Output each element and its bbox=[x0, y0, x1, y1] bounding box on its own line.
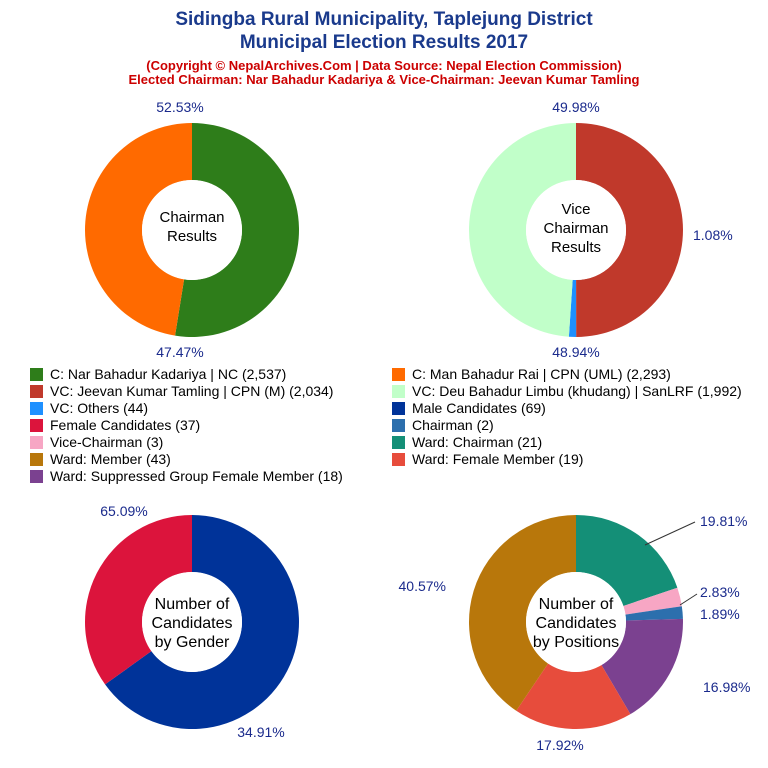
donut-slice bbox=[469, 515, 576, 711]
donut-slice bbox=[623, 587, 682, 615]
legend-item-chairman: Chairman (2) bbox=[392, 417, 494, 434]
legend-label: Female Candidates (37) bbox=[50, 417, 201, 433]
elected-line: Elected Chairman: Nar Bahadur Kadariya &… bbox=[128, 72, 640, 87]
donut-center-label: Number of bbox=[155, 596, 230, 613]
legend-item-vice-chairman: Vice-Chairman (3) bbox=[30, 434, 163, 451]
legend-item-male: Male Candidates (69) bbox=[392, 400, 546, 417]
legend-label: C: Man Bahadur Rai | CPN (UML) (2,293) bbox=[412, 366, 671, 382]
legend-swatch bbox=[30, 470, 43, 483]
slice-percent-label: 19.81% bbox=[700, 513, 747, 529]
legend-label: C: Nar Bahadur Kadariya | NC (2,537) bbox=[50, 366, 287, 382]
legend-swatch bbox=[30, 436, 43, 449]
legend-item-jeevan-kumar: VC: Jeevan Kumar Tamling | CPN (M) (2,03… bbox=[30, 383, 333, 400]
legend-swatch bbox=[30, 419, 43, 432]
slice-percent-label: 1.08% bbox=[693, 227, 733, 243]
donut-center-label: Chairman bbox=[159, 209, 224, 226]
donut-center-label: Number of bbox=[539, 596, 614, 613]
legend-item-vc-others: VC: Others (44) bbox=[30, 400, 148, 417]
donut-center-label: Vice bbox=[562, 201, 591, 218]
donut-slice bbox=[601, 618, 683, 715]
donut-slice bbox=[105, 515, 299, 730]
legend-label: Chairman (2) bbox=[412, 417, 494, 433]
legend-swatch bbox=[392, 453, 405, 466]
slice-percent-label: 1.89% bbox=[700, 606, 740, 622]
donut-hole bbox=[526, 572, 626, 672]
legend-item-ward-female-member: Ward: Female Member (19) bbox=[392, 451, 583, 468]
slice-percent-label: 49.98% bbox=[552, 99, 599, 115]
donut-slice bbox=[576, 515, 678, 606]
slice-percent-label: 40.57% bbox=[399, 578, 446, 594]
legend-swatch bbox=[392, 436, 405, 449]
legend-swatch bbox=[392, 419, 405, 432]
donut-center-label: Candidates bbox=[536, 615, 617, 632]
donut-center-label: Candidates bbox=[152, 615, 233, 632]
donut-slice bbox=[625, 606, 683, 621]
slice-percent-label: 17.92% bbox=[536, 737, 583, 753]
legend-item-deu-bahadur: VC: Deu Bahadur Limbu (khudang) | SanLRF… bbox=[392, 383, 768, 400]
legend-swatch bbox=[392, 402, 405, 415]
legend-label: VC: Jeevan Kumar Tamling | CPN (M) (2,03… bbox=[50, 383, 334, 399]
leader-line bbox=[679, 593, 698, 606]
legend-item-female: Female Candidates (37) bbox=[30, 417, 200, 434]
slice-percent-label: 48.94% bbox=[552, 344, 599, 360]
legend-item-man-bahadur: C: Man Bahadur Rai | CPN (UML) (2,293) bbox=[392, 366, 671, 383]
legend-item-ward-chairman: Ward: Chairman (21) bbox=[392, 434, 542, 451]
legend-swatch bbox=[30, 385, 43, 398]
legend-label: Ward: Member (43) bbox=[50, 451, 171, 467]
leader-line bbox=[644, 521, 696, 546]
copyright-line: (Copyright © NepalArchives.Com | Data So… bbox=[146, 58, 622, 73]
donut-hole bbox=[142, 572, 242, 672]
legend-label: Vice-Chairman (3) bbox=[50, 434, 164, 450]
legend-label: Ward: Chairman (21) bbox=[412, 434, 543, 450]
donut-hole bbox=[142, 180, 242, 280]
donut-slice bbox=[85, 123, 192, 336]
donut-slice bbox=[175, 123, 300, 337]
legend-label: VC: Others (44) bbox=[50, 400, 149, 416]
slice-percent-label: 47.47% bbox=[156, 344, 203, 360]
slice-percent-label: 52.53% bbox=[156, 99, 203, 115]
slice-percent-label: 16.98% bbox=[703, 679, 750, 695]
slice-percent-label: 2.83% bbox=[700, 584, 740, 600]
legend-item-ward-member: Ward: Member (43) bbox=[30, 451, 171, 468]
donut-center-label: Results bbox=[167, 228, 217, 245]
donut-center-label: by Positions bbox=[533, 634, 619, 651]
legend-swatch bbox=[30, 402, 43, 415]
legend-label: Ward: Female Member (19) bbox=[412, 451, 584, 467]
donut-center-label: Chairman bbox=[543, 220, 608, 237]
legend-swatch bbox=[392, 368, 405, 381]
donut-slice bbox=[468, 123, 576, 337]
donut-slice bbox=[85, 515, 192, 685]
donut-slice bbox=[568, 279, 577, 337]
page-title-line1: Sidingba Rural Municipality, Taplejung D… bbox=[175, 9, 593, 30]
donut-center-label: Results bbox=[551, 239, 601, 256]
legend-item-ward-suppressed: Ward: Suppressed Group Female Member (18… bbox=[30, 468, 343, 485]
donut-hole bbox=[526, 180, 626, 280]
legend-label: Male Candidates (69) bbox=[412, 400, 546, 416]
donut-center-label: by Gender bbox=[155, 634, 230, 651]
donut-slice bbox=[576, 123, 683, 337]
page-title-line2: Municipal Election Results 2017 bbox=[239, 32, 529, 53]
slice-percent-label: 65.09% bbox=[100, 503, 147, 519]
legend-label: Ward: Suppressed Group Female Member (18… bbox=[50, 468, 343, 484]
legend-swatch bbox=[392, 385, 405, 398]
donut-slice bbox=[516, 663, 631, 729]
slice-percent-label: 34.91% bbox=[237, 724, 284, 740]
legend-swatch bbox=[30, 368, 43, 381]
legend-label: VC: Deu Bahadur Limbu (khudang) | SanLRF… bbox=[412, 383, 742, 399]
legend-item-nar-bahadur: C: Nar Bahadur Kadariya | NC (2,537) bbox=[30, 366, 286, 383]
legend-swatch bbox=[30, 453, 43, 466]
